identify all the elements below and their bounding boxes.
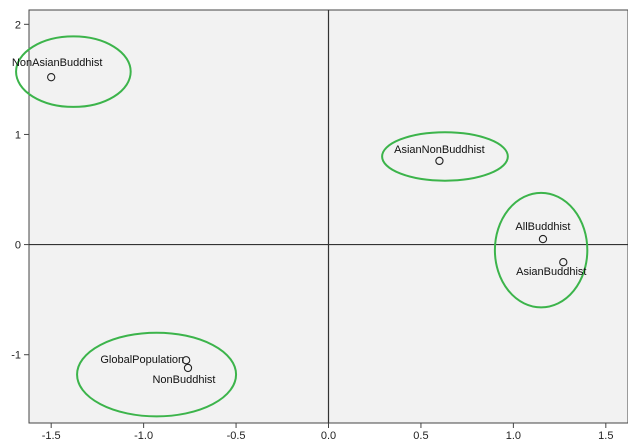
x-tick-label: 1.0 [506,430,521,442]
y-tick-label: 2 [15,19,21,31]
x-tick-label: 1.5 [598,430,613,442]
cluster-ellipse [493,191,589,309]
cluster-ellipse [381,131,509,182]
data-point [181,356,191,365]
data-point [183,363,193,373]
point-label: AllBuddhist [515,221,570,233]
point-label: NonBuddhist [152,374,215,386]
cluster-ellipse [15,35,132,108]
point-label: AsianBuddhist [516,266,586,278]
point-label: AsianNonBuddhist [394,144,485,156]
y-tick-label: 0 [15,240,21,252]
point-label: NonAsianBuddhist [12,57,103,69]
x-tick-label: 0.0 [321,430,336,442]
x-tick-label: -1.0 [134,430,153,442]
cluster-ellipse [76,331,238,418]
x-tick-label: 0.5 [413,430,428,442]
data-point [538,234,548,244]
x-tick-label: -0.5 [227,430,246,442]
y-tick-label: -1 [11,350,21,362]
data-point [47,73,56,82]
point-label: GlobalPopulation [100,354,184,366]
x-tick-label: -1.5 [42,430,61,442]
data-point [435,156,444,166]
y-tick-label: 1 [15,129,21,141]
data-point [559,258,568,267]
